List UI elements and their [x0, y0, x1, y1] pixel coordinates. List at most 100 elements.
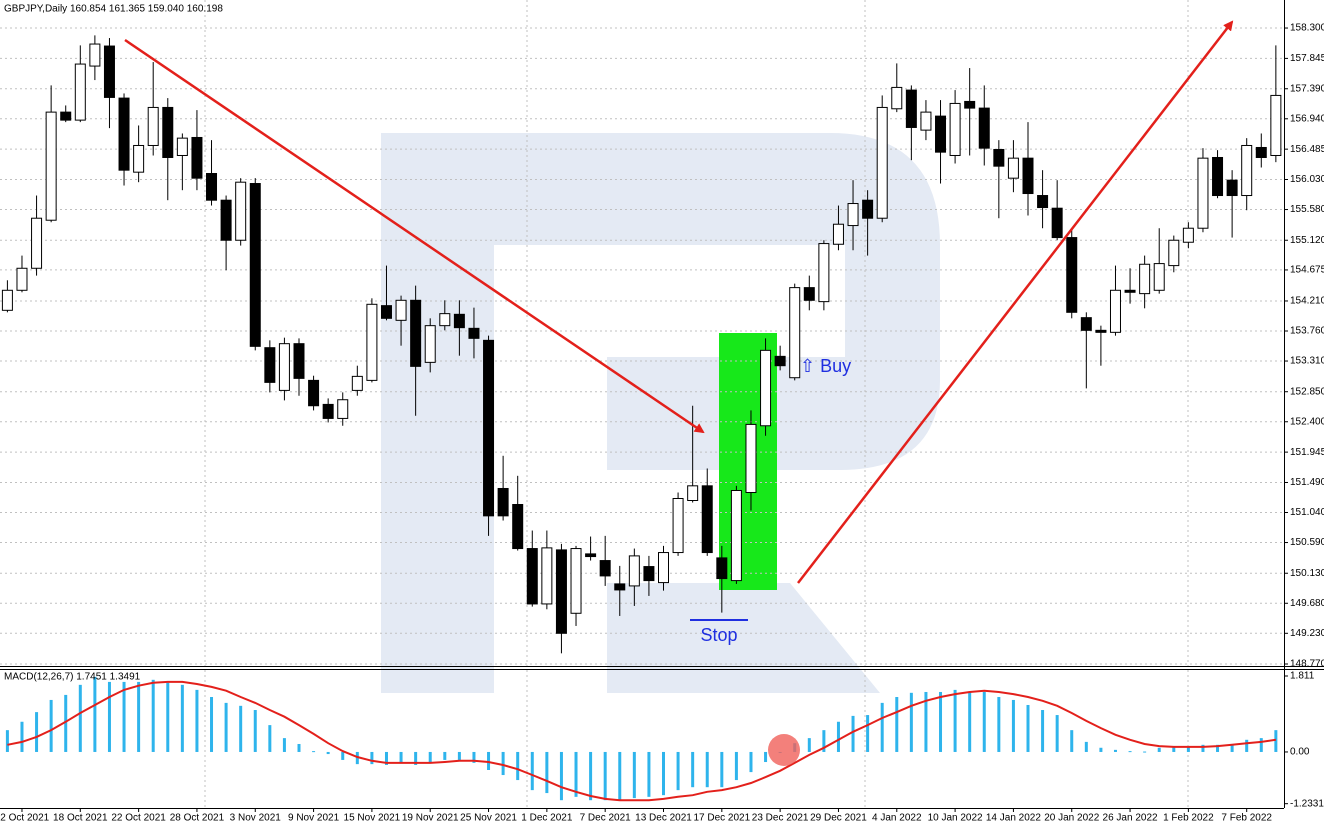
x-tick-label: 13 Dec 2021 [635, 813, 692, 824]
indicator-title: MACD(12,26,7) 1.7451 1.3491 [4, 672, 141, 683]
candle-body [1255, 146, 1267, 158]
candle-body [278, 343, 290, 391]
y-tick-label: -1.2331 [1290, 798, 1324, 809]
x-tick-label: 26 Jan 2022 [1103, 813, 1158, 824]
candle-body [862, 199, 874, 219]
histogram-bar [1274, 730, 1278, 752]
histogram-bar [603, 751, 607, 801]
histogram-bar [909, 692, 913, 752]
trend-arrow [124, 38, 705, 434]
candle-body [1241, 144, 1253, 197]
histogram-bar [559, 751, 563, 801]
histogram-bar [1099, 747, 1103, 752]
histogram-bar [1128, 751, 1132, 753]
candle-body [45, 111, 57, 221]
histogram-bar [49, 699, 53, 752]
candle-body [308, 379, 320, 407]
y-tick-label: 156.485 [1290, 144, 1324, 155]
candle-body [118, 97, 130, 171]
x-tick-label: 1 Feb 2022 [1163, 813, 1214, 824]
x-tick-label: 29 Dec 2021 [810, 813, 867, 824]
candle-body [497, 487, 509, 517]
histogram-bar [166, 682, 170, 752]
candle-body [891, 86, 903, 110]
candle-body [949, 102, 961, 156]
x-tick-label: 15 Nov 2021 [344, 813, 401, 824]
candle-body [191, 136, 203, 179]
candle-body [905, 89, 917, 128]
stop-label: Stop [700, 625, 737, 645]
histogram-bar [589, 751, 593, 801]
x-tick-label: 17 Dec 2021 [693, 813, 750, 824]
candle-body [541, 547, 553, 605]
candle-body [1197, 157, 1209, 229]
candle-body [16, 267, 28, 291]
histogram-bar [749, 751, 753, 773]
histogram-bar [530, 751, 534, 791]
candle-body [1022, 157, 1034, 195]
histogram-bar [574, 751, 578, 797]
candle-body [1139, 263, 1151, 295]
y-tick-label: 152.400 [1290, 416, 1324, 427]
histogram-bar [924, 691, 928, 752]
x-tick-label: 10 Jan 2022 [928, 813, 983, 824]
candle-body [468, 327, 480, 339]
candle-body [322, 403, 334, 419]
y-tick-label: 1.811 [1290, 671, 1315, 682]
candle-body [1182, 227, 1194, 243]
histogram-bar [807, 738, 811, 752]
candle-body [1037, 195, 1049, 209]
y-tick-label: 157.390 [1290, 83, 1324, 94]
histogram-bar [399, 751, 403, 763]
candle-body [512, 504, 524, 550]
candle-body [31, 217, 43, 269]
y-tick-label: 156.940 [1290, 113, 1324, 124]
candle-body [745, 423, 757, 493]
histogram-bar [1259, 738, 1263, 752]
candle-body [1226, 179, 1238, 197]
candle-body [716, 557, 728, 580]
histogram-bar [1157, 747, 1161, 752]
candle-body [1095, 329, 1107, 333]
candle-body [60, 111, 72, 121]
y-tick-label: 158.300 [1290, 23, 1324, 34]
candle-body [264, 347, 276, 383]
histogram-bar [326, 751, 330, 755]
histogram-bar [968, 691, 972, 752]
y-tick-label: 151.490 [1290, 477, 1324, 488]
x-tick-label: 12 Oct 2021 [0, 813, 50, 824]
candle-body [351, 375, 363, 391]
histogram-bar [78, 684, 82, 752]
y-tick-label: 0.00 [1290, 747, 1310, 758]
x-tick-label: 25 Nov 2021 [460, 813, 517, 824]
histogram-bar [953, 689, 957, 752]
histogram-bar [1084, 741, 1088, 752]
y-tick-label: 154.210 [1290, 296, 1324, 307]
x-tick-label: 19 Nov 2021 [402, 813, 459, 824]
watermark [381, 133, 940, 693]
candle-body [1, 289, 13, 311]
candle-body [1051, 207, 1063, 239]
y-tick-label: 152.850 [1290, 386, 1324, 397]
candle-body [672, 497, 684, 554]
histogram-bar [647, 751, 651, 797]
candle-body [832, 223, 844, 245]
candle-body [147, 106, 159, 146]
histogram-bar [618, 751, 622, 801]
y-tick-label: 148.770 [1290, 659, 1324, 670]
histogram-bar [1230, 744, 1234, 752]
y-tick-label: 155.120 [1290, 235, 1324, 246]
histogram-bar [1216, 744, 1220, 752]
candle-body [249, 183, 261, 347]
candle-body [89, 43, 101, 67]
grid [0, 0, 1284, 808]
y-tick-label: 154.675 [1290, 265, 1324, 276]
candle-body [760, 349, 772, 427]
candle-body [395, 299, 407, 321]
histogram-bar [297, 743, 301, 752]
histogram-bar [268, 725, 272, 752]
candle-body [599, 560, 611, 577]
candle-body [103, 45, 115, 98]
candle-body [206, 173, 218, 201]
